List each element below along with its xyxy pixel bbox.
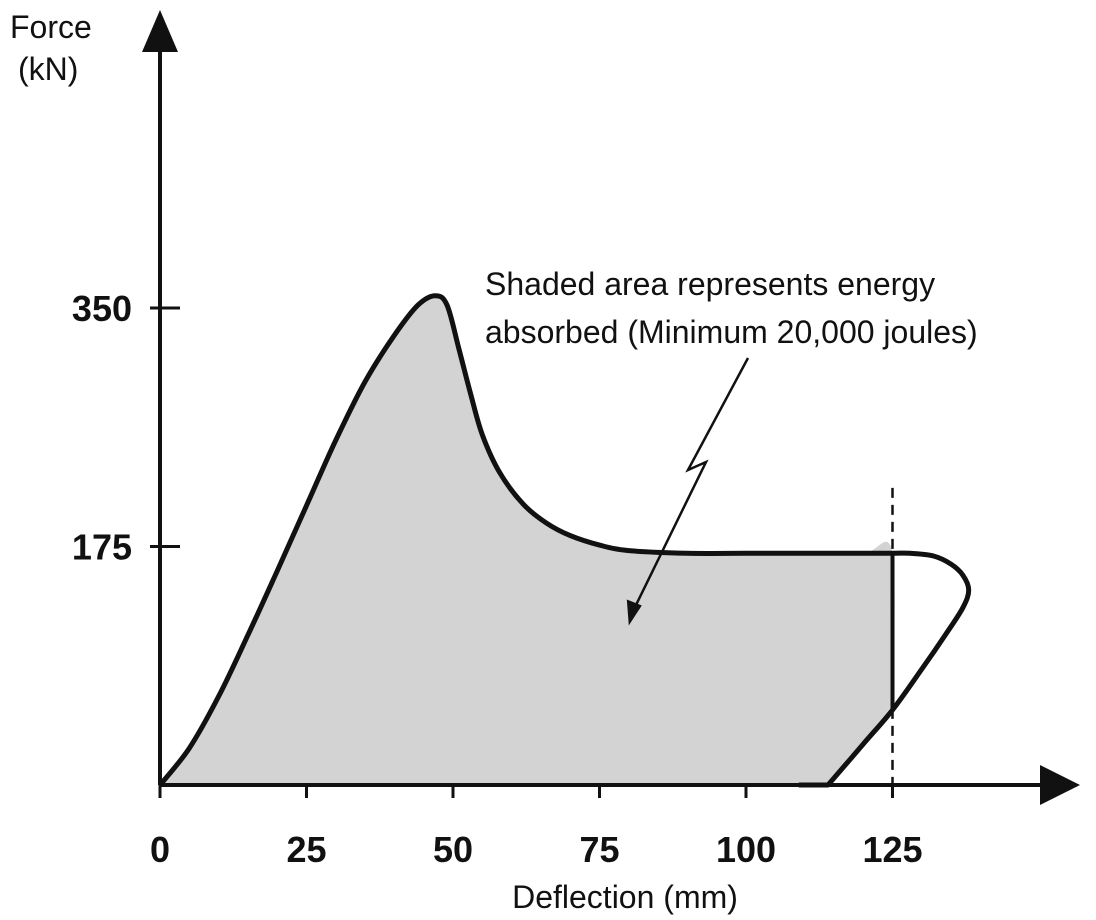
x-axis-title: Deflection (mm)	[512, 879, 738, 915]
annotation-line-1: Shaded area represents energy	[485, 266, 935, 302]
y-axis-title-line-2: (kN)	[18, 51, 78, 87]
y-axis-arrowhead	[142, 10, 178, 52]
x-tick-label: 25	[286, 829, 326, 870]
force-deflection-curve	[158, 293, 972, 788]
x-axis-arrowhead	[1040, 765, 1080, 805]
annotation-arrow	[633, 357, 750, 608]
y-tick-label: 175	[72, 526, 132, 567]
x-tick-label: 0	[150, 829, 170, 870]
annotation-arrowhead	[626, 599, 642, 626]
x-tick-label: 125	[862, 829, 922, 870]
x-tick-label: 75	[579, 829, 619, 870]
y-axis-title-line-1: Force	[10, 9, 92, 45]
y-tick-label: 350	[72, 288, 132, 329]
x-tick-label: 100	[716, 829, 776, 870]
x-tick-label: 50	[433, 829, 473, 870]
shaded-energy-area	[160, 295, 895, 785]
annotation-line-2: absorbed (Minimum 20,000 joules)	[485, 314, 978, 350]
